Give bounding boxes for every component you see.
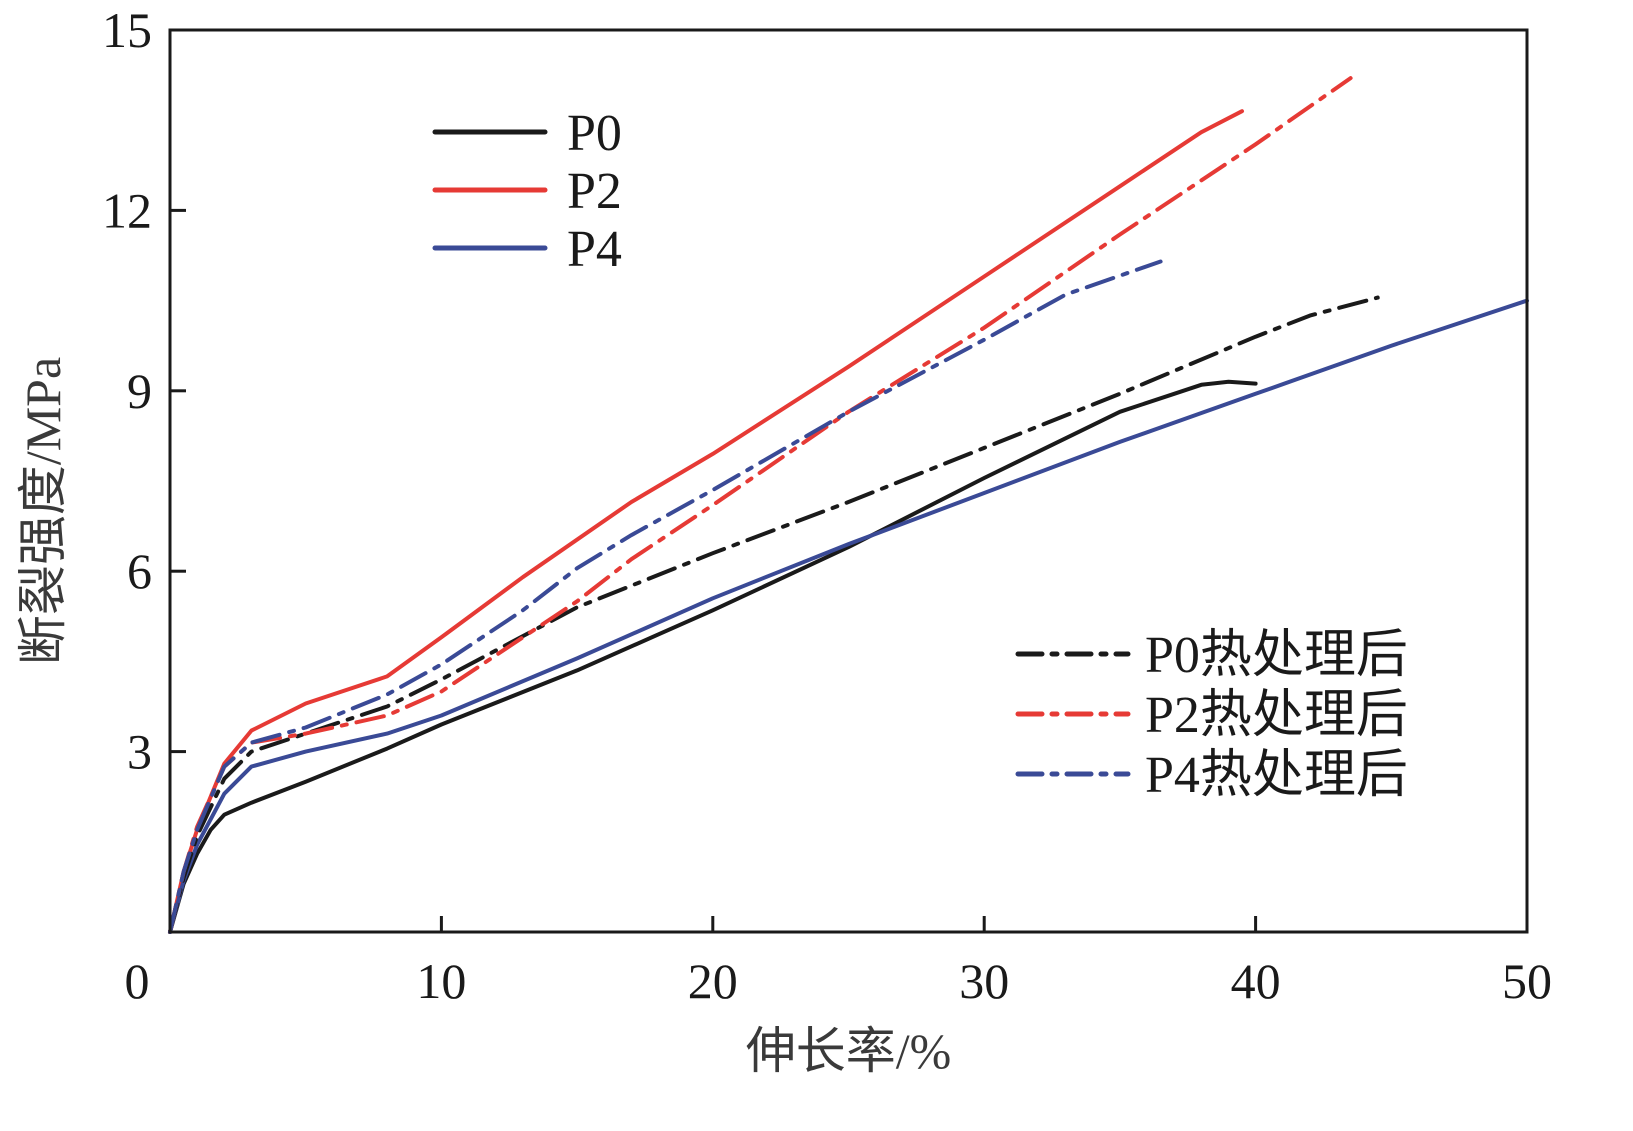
legend-label: P0 [567, 105, 622, 162]
y-axis-title: 断裂强度/MPa [15, 357, 71, 665]
series-line-4 [168, 295, 1380, 934]
series-layer [168, 76, 1529, 934]
x-tick-label: 20 [688, 953, 738, 1009]
legend-label: P2热处理后 [1145, 687, 1408, 744]
series-line-2 [168, 109, 1244, 934]
y-tick-label: 9 [127, 363, 152, 419]
y-tick-label: 15 [102, 2, 152, 58]
legend-label: P2 [567, 163, 622, 220]
y-tick-label: 12 [102, 182, 152, 238]
x-tick-label: 50 [1502, 953, 1552, 1009]
x-axis-title: 伸长率/% [746, 1023, 952, 1079]
x-tick-label: 0 [125, 953, 150, 1009]
series-line-5 [168, 76, 1353, 934]
y-tick-label: 3 [127, 724, 152, 780]
y-tick-label: 6 [127, 543, 152, 599]
x-tick-label: 10 [416, 953, 466, 1009]
x-tick-label: 40 [1231, 953, 1281, 1009]
series-line-6 [168, 259, 1163, 934]
legend-label: P0热处理后 [1145, 627, 1408, 684]
legend-label: P4热处理后 [1145, 747, 1408, 804]
plot-frame [168, 28, 1529, 934]
axis-layer: 10 20 30 40 50 3 6 9 12 15 0 [102, 2, 1552, 1009]
x-tick-label: 30 [959, 953, 1009, 1009]
legend-label: P4 [567, 221, 622, 278]
series-line-1 [168, 379, 1258, 934]
series-line-3 [168, 298, 1529, 934]
